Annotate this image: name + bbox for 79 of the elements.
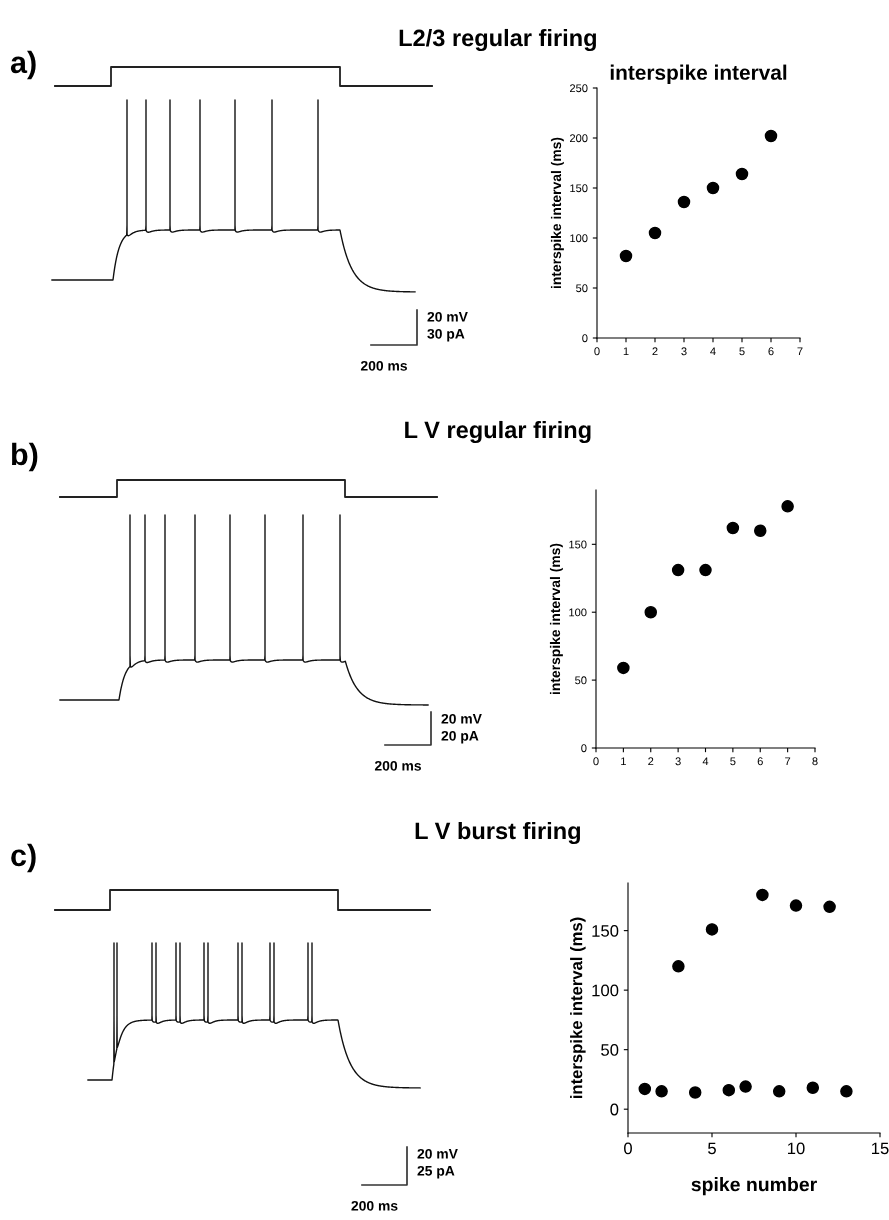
x-axis-title: spike number [691, 1177, 817, 1196]
point [706, 181, 720, 195]
x-tick-label: 10 [788, 1142, 805, 1155]
text: 20 mV [441, 713, 482, 724]
text: L V burst firing [415, 821, 580, 845]
point [789, 899, 803, 912]
x-tick-label: 7 [785, 757, 791, 766]
point [648, 226, 662, 240]
point [677, 195, 691, 209]
point [735, 167, 749, 181]
point [840, 1085, 853, 1098]
text: 20 mV [427, 311, 468, 322]
point [655, 1085, 668, 1098]
text: 25 pA [417, 1165, 455, 1179]
text: b) [12, 442, 38, 472]
point [699, 563, 712, 577]
point [806, 1081, 820, 1095]
x-tick-label: 8 [812, 757, 818, 766]
y-tick-label: 250 [569, 84, 588, 93]
point [617, 661, 630, 675]
point [672, 960, 685, 973]
text: 200 ms [351, 1200, 398, 1211]
y-tick-label: 100 [592, 984, 619, 997]
y-tick-label: 100 [569, 608, 587, 617]
y-tick-label: 0 [610, 1103, 619, 1116]
y-axis-title: interspike interval (ms) [570, 917, 586, 1099]
y-tick-label: 50 [576, 284, 588, 293]
x-tick-label: 5 [739, 347, 745, 356]
x-tick-label: 4 [710, 347, 716, 356]
x-tick-label: 7 [797, 347, 803, 356]
point [772, 1085, 786, 1098]
point [764, 129, 778, 143]
y-tick-label: 100 [570, 234, 588, 243]
text: L V regular firing [405, 420, 591, 444]
y-tick-label: 50 [575, 676, 587, 685]
y-axis-title: interspike interval (ms) [549, 543, 563, 695]
y-tick-label: 50 [601, 1044, 619, 1056]
text: 200 ms [374, 760, 421, 771]
x-tick-label: 3 [675, 757, 681, 766]
point [823, 900, 836, 914]
point [726, 521, 740, 535]
point [756, 888, 769, 902]
point [781, 500, 794, 513]
x-tick-label: 5 [730, 757, 736, 766]
text: L2/3 regular firing [399, 28, 596, 52]
x-tick-label: 0 [624, 1142, 632, 1155]
x-tick-label: 15 [872, 1142, 889, 1155]
text: 30 pA [427, 328, 465, 342]
text: 200 ms [360, 360, 407, 371]
x-tick-label: 4 [702, 757, 709, 766]
point [722, 1083, 736, 1097]
chart-title: interspike interval [610, 64, 787, 84]
x-tick-label: 6 [757, 757, 763, 766]
y-tick-label: 0 [582, 334, 588, 343]
x-tick-label: 1 [621, 757, 626, 766]
point [644, 605, 658, 619]
text: c) [11, 843, 36, 873]
x-tick-label: 3 [681, 347, 687, 356]
point [638, 1082, 652, 1096]
point [739, 1080, 752, 1093]
x-tick-label: 2 [652, 347, 658, 356]
text: a) [10, 50, 36, 80]
x-tick-label: 5 [708, 1142, 716, 1155]
y-tick-label: 150 [592, 925, 619, 937]
text: 20 mV [417, 1148, 458, 1159]
point [688, 1086, 702, 1099]
y-axis-title: interspike interval (ms) [550, 137, 564, 289]
point [671, 563, 685, 577]
x-tick-label: 2 [648, 757, 654, 766]
y-tick-label: 150 [570, 184, 588, 193]
x-tick-label: 6 [768, 347, 774, 356]
y-tick-label: 0 [581, 744, 587, 753]
x-tick-label: 1 [623, 347, 629, 356]
text: 20 pA [441, 730, 479, 744]
point [705, 923, 719, 936]
y-tick-label: 200 [569, 134, 588, 143]
y-tick-label: 150 [569, 540, 587, 549]
point [753, 524, 767, 537]
point [619, 249, 633, 263]
